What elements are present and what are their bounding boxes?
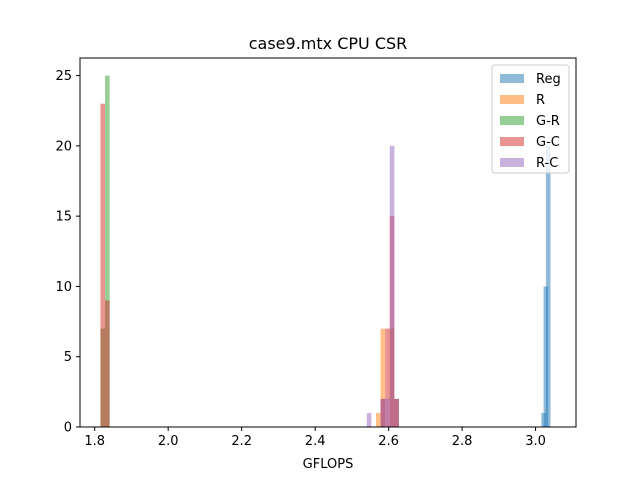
x-tick-label-1: 2.0 xyxy=(158,434,179,449)
x-tick-label-3: 2.4 xyxy=(305,434,326,449)
legend-label-r: R xyxy=(536,93,545,108)
bar-r-c-3 xyxy=(389,145,395,428)
y-tick-label-5: 25 xyxy=(55,69,72,84)
bar-r-c-1 xyxy=(380,398,386,427)
legend-swatch-reg xyxy=(500,74,524,83)
legend-swatch-g-c xyxy=(500,137,524,146)
plot-frame xyxy=(79,57,577,428)
bar-g-c-3 xyxy=(385,328,390,427)
legend-label-g-c: G-C xyxy=(536,135,560,150)
x-tick-label-2: 2.2 xyxy=(231,434,252,449)
y-tick-label-3: 15 xyxy=(55,210,72,225)
legend-label-reg: Reg xyxy=(536,72,561,87)
x-axis-label: GFLOPS xyxy=(303,457,354,472)
bars-layer xyxy=(100,75,551,428)
x-tick-label-5: 2.8 xyxy=(452,434,473,449)
y-axis: 0 5 10 15 20 25 xyxy=(55,69,80,436)
bar-reg-1 xyxy=(543,286,549,427)
bar-r-c-4 xyxy=(394,398,399,427)
y-tick-label-2: 10 xyxy=(55,280,72,295)
chart-title: case9.mtx CPU CSR xyxy=(249,34,408,53)
x-tick-label-4: 2.6 xyxy=(378,434,399,449)
legend-label-g-r: G-R xyxy=(536,114,560,129)
y-tick-label-1: 5 xyxy=(64,350,72,365)
legend-swatch-g-r xyxy=(500,116,524,125)
bar-r-1 xyxy=(380,328,386,427)
legend-swatch-r xyxy=(500,95,524,104)
y-tick-label-4: 20 xyxy=(55,139,72,154)
bar-g-r-1 xyxy=(105,75,110,427)
y-tick-label-0: 0 xyxy=(64,421,72,436)
legend-label-r-c: R-C xyxy=(536,156,558,171)
x-axis: 1.8 2.0 2.2 2.4 2.6 2.8 3.0 xyxy=(84,427,546,449)
legend-swatch-r-c xyxy=(500,158,524,167)
x-tick-label-6: 3.0 xyxy=(525,434,546,449)
bar-g-c-1 xyxy=(105,300,110,427)
legend: Reg R G-R G-C R-C xyxy=(491,64,570,174)
bar-r-0 xyxy=(376,412,381,427)
bar-r-c-0 xyxy=(366,412,372,427)
x-tick-label-0: 1.8 xyxy=(84,434,105,449)
bar-g-c-0 xyxy=(100,103,106,427)
bar-reg-2 xyxy=(545,145,551,428)
bar-r-c-2 xyxy=(385,398,390,427)
